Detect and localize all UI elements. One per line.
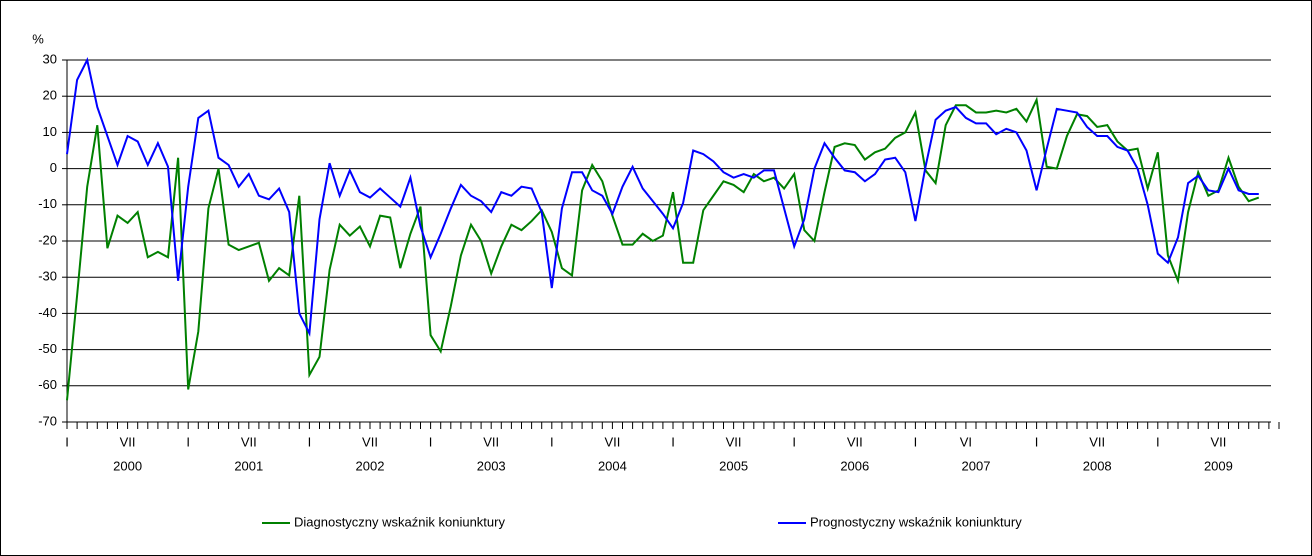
x-tick-label: VII [847, 434, 863, 449]
y-tick-label: 10 [43, 124, 57, 139]
x-tick-label: VII [604, 434, 620, 449]
series-line [66, 96, 1260, 401]
y-axis-label: % [32, 31, 44, 46]
x-tick-label: I [308, 434, 312, 449]
year-label: 2009 [1204, 458, 1233, 473]
y-tick-label: -30 [38, 269, 57, 284]
x-tick-label: I [186, 434, 190, 449]
legend-label: Diagnostyczny wskaźnik koniunktury [294, 514, 505, 529]
y-tick-label: 0 [50, 160, 57, 175]
year-label: 2004 [598, 458, 627, 473]
x-tick-label: I [1156, 434, 1160, 449]
year-label: 2008 [1083, 458, 1112, 473]
year-label: 2006 [840, 458, 869, 473]
x-tick-label: I [550, 434, 554, 449]
year-label: 2002 [356, 458, 385, 473]
y-tick-label: -60 [38, 377, 57, 392]
y-tick-label: -50 [38, 341, 57, 356]
x-tick-label: I [65, 434, 69, 449]
x-tick-label: I [792, 434, 796, 449]
year-label: 2007 [962, 458, 991, 473]
year-label: 2003 [477, 458, 506, 473]
x-tick-label: VII [1210, 434, 1226, 449]
series-line [66, 57, 1259, 337]
x-tick-label: VII [241, 434, 257, 449]
x-tick-label: I [671, 434, 675, 449]
y-tick-label: 20 [43, 88, 57, 103]
year-label: 2005 [719, 458, 748, 473]
y-tick-label: -70 [38, 413, 57, 428]
x-tick-label: I [429, 434, 433, 449]
x-tick-label: VII [362, 434, 378, 449]
x-tick-label: VII [1089, 434, 1105, 449]
x-tick-label: VII [726, 434, 742, 449]
y-tick-label: -10 [38, 196, 57, 211]
x-tick-label: VI [960, 434, 972, 449]
year-label: 2000 [113, 458, 142, 473]
y-tick-label: 30 [43, 51, 57, 66]
y-tick-label: -20 [38, 232, 57, 247]
x-tick-label: VII [483, 434, 499, 449]
x-tick-label: I [914, 434, 918, 449]
legend-label: Prognostyczny wskaźnik koniunktury [810, 514, 1022, 529]
x-tick-label: I [1035, 434, 1039, 449]
year-label: 2001 [234, 458, 263, 473]
x-tick-label: VII [120, 434, 136, 449]
y-tick-label: -40 [38, 305, 57, 320]
